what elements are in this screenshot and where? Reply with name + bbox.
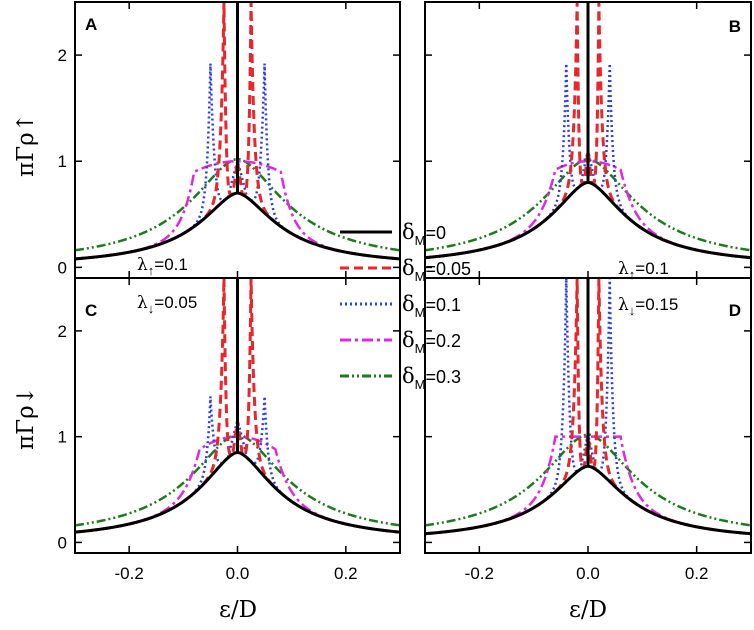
panel-label: B (729, 17, 741, 36)
series-line-0 (75, 191, 400, 261)
y-tick-label: 1 (58, 428, 67, 447)
y-axis-title-bottom: πΓρ↓ (13, 386, 39, 450)
legend: δM=0 δM=0.05 δM=0.1 δM=0.2 δM=0.3 (340, 220, 471, 392)
legend-entry-4: δM=0.3 (340, 364, 461, 392)
y-tick-label: 1 (58, 152, 67, 171)
x-tick-label: -0.2 (115, 564, 144, 583)
x-tick-label: 0.2 (685, 564, 709, 583)
legend-entry-3: δM=0.2 (340, 328, 461, 356)
legend-label: δM=0.2 (402, 328, 461, 356)
lambda-annotation: λ↓=0.15 (618, 295, 678, 318)
legend-entry-2: δM=0.1 (340, 292, 461, 320)
series-group (425, 278, 751, 536)
x-tick-label: 0.2 (334, 564, 358, 583)
x-axis-title-left: ε/D (219, 597, 257, 623)
series-line-0 (75, 451, 400, 534)
series-group (425, 2, 751, 260)
series-line-0 (425, 180, 751, 260)
panel-d: -0.2 0.0 0.2 Dλ↓=0.15 (424, 277, 752, 583)
y-tick-label: 2 (58, 46, 67, 65)
lambda-annotation: λ↑=0.1 (137, 255, 188, 278)
series-group (75, 2, 400, 261)
panel-b: Bλ↑=0.1 (424, 1, 752, 282)
panel-label: C (85, 301, 97, 320)
panel-label: A (85, 15, 97, 34)
x-tick-label: 0.0 (226, 564, 250, 583)
legend-entry-1: δM=0.05 (340, 256, 471, 284)
series-group (75, 278, 400, 534)
y-axis-title-top: πΓρ↑ (13, 113, 39, 177)
lambda-annotation: λ↑=0.1 (618, 259, 669, 282)
panel-a: 0 1 2Aλ↑=0.1 (58, 1, 401, 279)
legend-entry-0: δM=0 (340, 220, 446, 248)
x-tick-label: 0.0 (576, 564, 600, 583)
series-line-0 (425, 464, 751, 536)
y-tick-label: 0 (58, 533, 67, 552)
lambda-annotation: λ↓=0.05 (137, 293, 197, 316)
x-axis-title-right: ε/D (569, 597, 607, 623)
legend-label: δM=0.1 (402, 292, 461, 320)
legend-label: δM=0.3 (402, 364, 461, 392)
y-tick-label: 0 (58, 258, 67, 277)
panel-label: D (729, 301, 741, 320)
legend-label: δM=0 (402, 220, 446, 248)
y-tick-label: 2 (58, 322, 67, 341)
panel-c: -0.2 0.0 0.2 0 1 2C λ↓=0.05 (58, 277, 401, 583)
x-tick-label: -0.2 (465, 564, 494, 583)
legend-label: δM=0.05 (402, 256, 471, 284)
